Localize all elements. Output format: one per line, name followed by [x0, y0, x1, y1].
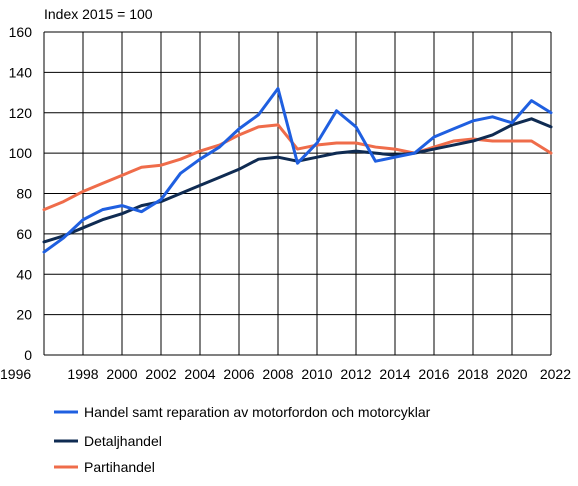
y-tick-label: 80: [16, 186, 32, 202]
grid-lines: [43, 31, 552, 356]
x-tick-label: 2008: [262, 366, 293, 382]
x-tick-label: 2016: [418, 366, 449, 382]
series-line-0: [42, 87, 553, 254]
y-tick-label: 100: [9, 145, 33, 161]
x-tick-label: 1996: [0, 366, 31, 382]
y-tick-label: 120: [9, 105, 33, 121]
y-tick-label: 60: [16, 226, 32, 242]
x-tick-label: 2004: [184, 366, 215, 382]
x-tick-label: 2010: [301, 366, 332, 382]
x-tick-label: 2022: [540, 366, 571, 382]
y-axis-tick-labels: 0 20 40 60 80 100 120 140 160: [9, 24, 33, 363]
series-lines: [42, 87, 553, 254]
x-tick-label: 2020: [496, 366, 527, 382]
series-line-1: [42, 117, 553, 244]
legend-label-1: Detaljhandel: [84, 433, 162, 449]
series-line-2: [42, 123, 553, 212]
x-tick-label: 2018: [457, 366, 488, 382]
x-tick-label: 2006: [223, 366, 254, 382]
x-tick-label: 2000: [106, 366, 137, 382]
x-tick-label: 2012: [340, 366, 371, 382]
y-tick-label: 140: [9, 64, 33, 80]
x-tick-label: 2002: [145, 366, 176, 382]
x-tick-label: 1998: [67, 366, 98, 382]
x-tick-label: 2014: [379, 366, 410, 382]
y-tick-label: 160: [9, 24, 33, 40]
x-axis-tick-labels: 1996 1998 2000 2002 2004 2006 2008 2010 2012 2014…: [0, 366, 571, 382]
legend-label-2: Partihandel: [84, 459, 155, 475]
legend-label-0: Handel samt reparation av motorfordon oc…: [84, 404, 431, 420]
unit-label: Index 2015 = 100: [44, 6, 153, 22]
y-tick-label: 20: [16, 307, 32, 323]
legend: Handel samt reparation av motorfordon oc…: [54, 404, 431, 475]
y-tick-label: 40: [16, 266, 32, 282]
y-tick-label: 0: [24, 347, 32, 363]
